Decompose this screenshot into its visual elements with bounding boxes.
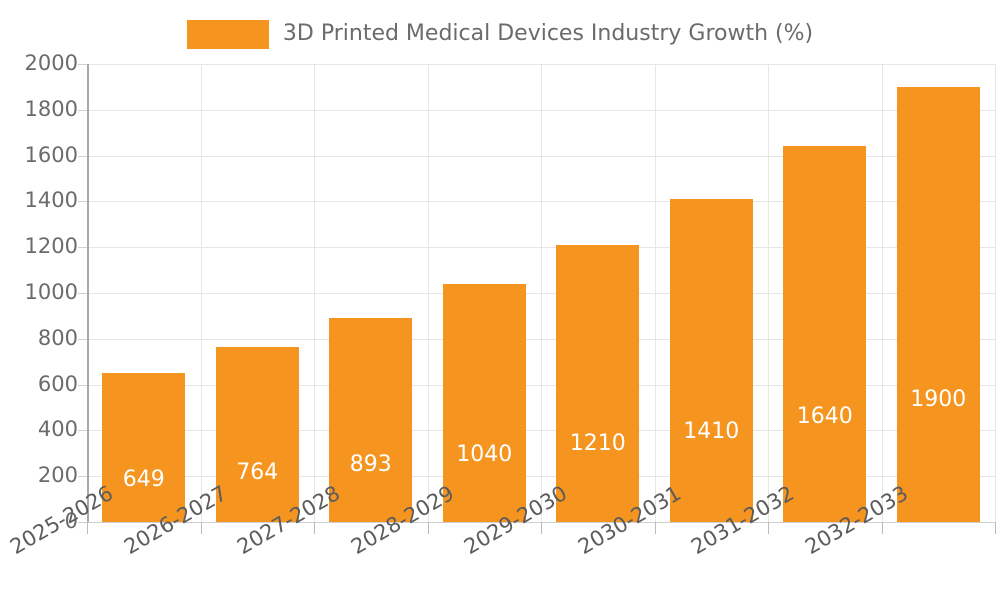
y-axis-tick-mark xyxy=(78,64,87,65)
bar[interactable] xyxy=(102,373,186,522)
y-axis-tick-label: 1200 xyxy=(24,234,78,259)
y-axis-tick-label: 800 xyxy=(37,325,78,350)
x-axis-tick-mark xyxy=(428,522,429,534)
bar[interactable] xyxy=(442,283,526,522)
x-axis-tick-mark xyxy=(201,522,202,534)
y-axis-tick-label: 1400 xyxy=(24,188,78,213)
bar[interactable] xyxy=(669,199,753,522)
y-axis-tick-mark xyxy=(78,201,87,203)
y-axis-tick-label: 400 xyxy=(37,417,78,442)
bar-value-label: 764 xyxy=(236,460,279,485)
y-axis-tick-label: 1000 xyxy=(24,280,78,304)
bar[interactable] xyxy=(329,317,413,522)
y-axis-tick-mark xyxy=(78,384,87,386)
gridline-vertical xyxy=(655,64,656,522)
y-axis-tick-mark xyxy=(78,247,87,249)
bar[interactable] xyxy=(896,86,980,522)
x-axis-tick-mark xyxy=(768,522,769,534)
gridline-vertical xyxy=(201,64,202,522)
x-axis-tick-mark xyxy=(655,522,656,534)
gridline-vertical xyxy=(428,64,429,522)
bar[interactable] xyxy=(783,146,867,522)
bar-value-label: 1210 xyxy=(569,431,626,457)
legend-label: 3D Printed Medical Devices Industry Grow… xyxy=(282,21,814,46)
y-axis-tick-label: 0 xyxy=(64,509,78,533)
y-axis-tick-mark xyxy=(78,109,87,111)
gridline-vertical xyxy=(995,64,996,522)
x-axis-tick-mark xyxy=(541,522,542,534)
y-axis-tick-mark xyxy=(78,430,87,432)
y-axis-tick-label: 600 xyxy=(37,371,78,396)
bar-value-label: 1640 xyxy=(796,403,853,429)
bar[interactable] xyxy=(556,244,640,522)
y-axis-tick-mark xyxy=(78,522,87,523)
x-axis-tick-mark xyxy=(87,522,88,534)
x-axis-tick-mark xyxy=(882,522,883,534)
y-axis-tick-label: 200 xyxy=(37,463,78,488)
chart-legend: 3D Printed Medical Devices Industry Grow… xyxy=(0,14,1000,54)
bar-value-label: 893 xyxy=(349,451,392,477)
bar-value-label: 1040 xyxy=(456,442,513,468)
x-axis-tick-mark xyxy=(995,522,996,534)
gridline-vertical xyxy=(768,64,769,522)
gridline-vertical xyxy=(882,64,883,522)
y-axis-tick-mark xyxy=(78,476,87,478)
bar-value-label: 1410 xyxy=(683,418,740,444)
y-axis-line xyxy=(87,64,89,523)
bar-value-label: 1900 xyxy=(910,387,967,413)
y-axis-tick-mark xyxy=(78,338,87,340)
gridline-vertical xyxy=(314,64,315,522)
x-axis-tick-mark xyxy=(314,522,315,534)
y-axis-tick-label: 2000 xyxy=(24,51,78,75)
legend-color-swatch xyxy=(186,19,269,49)
gridline-vertical xyxy=(541,64,542,522)
bar[interactable] xyxy=(215,347,299,522)
y-axis-tick-mark xyxy=(78,155,87,157)
plot-area: 649 764 893 1040 1210 1410 1640 1900 xyxy=(87,64,996,523)
bar-value-label: 649 xyxy=(122,467,165,493)
y-axis-tick-mark xyxy=(78,293,87,294)
y-axis-tick-label: 1600 xyxy=(24,142,78,167)
y-axis-tick-label: 1800 xyxy=(24,96,78,121)
